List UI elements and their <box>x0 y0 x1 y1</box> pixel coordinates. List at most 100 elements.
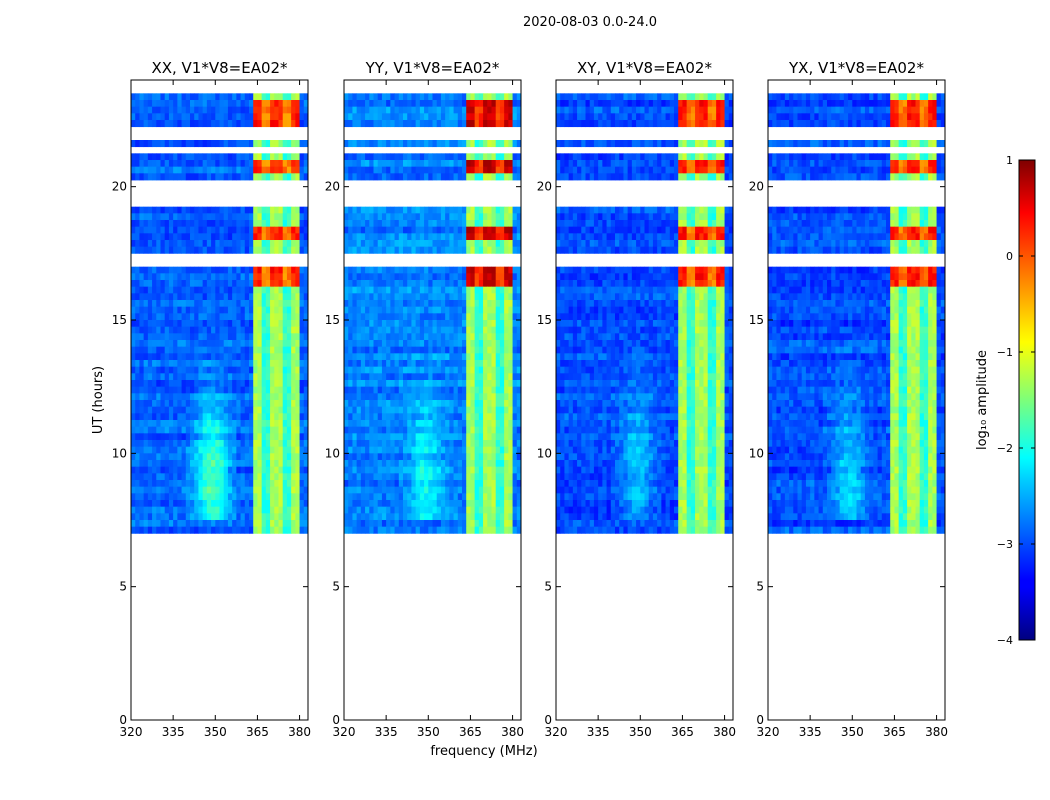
heatmap-cell <box>495 386 501 394</box>
heatmap-cell <box>173 166 178 174</box>
heatmap-cell <box>478 300 484 308</box>
heatmap-cell <box>348 386 353 394</box>
heatmap-cell <box>445 266 450 274</box>
heatmap-cell <box>286 440 292 448</box>
heatmap-cell <box>377 140 383 148</box>
heatmap-cell <box>211 453 216 461</box>
heatmap-cell <box>407 166 412 174</box>
heatmap-cell <box>344 286 349 294</box>
heatmap-cell <box>147 460 153 468</box>
heatmap-cell <box>194 140 199 148</box>
heatmap-cell <box>516 300 522 308</box>
heatmap-cell <box>278 113 284 121</box>
heatmap-cell <box>215 280 220 288</box>
heatmap-cell <box>168 246 174 254</box>
heatmap-cell <box>381 166 387 174</box>
heatmap-cell <box>261 420 267 428</box>
heatmap-cell <box>403 526 408 534</box>
heatmap-cell <box>253 440 258 448</box>
heatmap-cell <box>360 426 366 434</box>
heatmap-cell <box>295 306 300 314</box>
heatmap-cell <box>344 320 349 328</box>
x-tick-label: 380 <box>501 725 524 739</box>
heatmap-cell <box>274 400 279 408</box>
heatmap-cell <box>377 440 383 448</box>
heatmap-cell <box>211 300 216 308</box>
heatmap-cell <box>602 106 607 114</box>
heatmap-cell <box>240 100 246 108</box>
heatmap-cell <box>403 473 408 481</box>
heatmap-cell <box>286 160 292 168</box>
heatmap-cell <box>185 426 191 434</box>
heatmap-cell <box>131 213 136 221</box>
heatmap-cell <box>253 293 258 301</box>
heatmap-cell <box>348 266 353 274</box>
heatmap-cell <box>478 393 484 401</box>
heatmap-cell <box>504 140 509 148</box>
heatmap-cell <box>232 393 237 401</box>
heatmap-cell <box>295 466 300 474</box>
heatmap-cell <box>390 493 395 501</box>
heatmap-cell <box>487 466 492 474</box>
heatmap-cell <box>190 440 195 448</box>
heatmap-cell <box>365 366 370 374</box>
heatmap-cell <box>390 486 395 494</box>
heatmap-cell <box>168 326 174 334</box>
heatmap-cell <box>457 486 463 494</box>
heatmap-cell <box>369 520 374 528</box>
heatmap-cell <box>190 246 195 254</box>
heatmap-cell <box>348 340 353 348</box>
heatmap-cell <box>512 306 518 314</box>
heatmap-cell <box>504 173 509 181</box>
heatmap-cell <box>432 466 438 474</box>
heatmap-cell <box>398 393 404 401</box>
heatmap-cell <box>211 340 216 348</box>
heatmap-cell <box>139 433 145 441</box>
heatmap-cell <box>236 266 241 274</box>
heatmap-cell <box>457 453 463 461</box>
heatmap-cell <box>462 240 467 248</box>
heatmap-cell <box>156 173 161 181</box>
heatmap-cell <box>291 206 296 214</box>
heatmap-cell <box>282 366 288 374</box>
heatmap-cell <box>356 273 362 281</box>
heatmap-cell <box>504 360 509 368</box>
heatmap-cell <box>160 433 166 441</box>
heatmap-cell <box>512 93 518 101</box>
heatmap-cell <box>407 426 412 434</box>
heatmap-cell <box>156 226 161 234</box>
heatmap-cell <box>398 280 404 288</box>
heatmap-cell <box>462 293 467 301</box>
heatmap-cell <box>487 300 492 308</box>
heatmap-cell <box>270 480 275 488</box>
heatmap-cell <box>156 466 161 474</box>
heatmap-cell <box>299 166 305 174</box>
heatmap-cell <box>190 280 195 288</box>
heatmap-cell <box>194 286 199 294</box>
heatmap-cell <box>215 206 220 214</box>
heatmap-cell <box>198 106 204 114</box>
heatmap-cell <box>352 500 358 508</box>
heatmap-cell <box>495 220 501 228</box>
heatmap-cell <box>160 366 166 374</box>
heatmap-cell <box>168 340 174 348</box>
heatmap-cell <box>202 240 208 248</box>
heatmap-cell <box>424 406 429 414</box>
heatmap-cell <box>135 500 140 508</box>
heatmap-cell <box>470 446 476 454</box>
heatmap-cell <box>164 406 170 414</box>
heatmap-cell <box>487 513 492 521</box>
heatmap-cell <box>407 160 412 168</box>
heatmap-cell <box>474 306 480 314</box>
heatmap-cell <box>274 313 279 321</box>
heatmap-cell <box>686 93 692 101</box>
heatmap-cell <box>360 500 366 508</box>
heatmap-cell <box>487 413 492 421</box>
heatmap-cell <box>470 120 476 128</box>
heatmap-cell <box>415 433 421 441</box>
heatmap-cell <box>168 346 174 354</box>
heatmap-cell <box>143 526 149 534</box>
heatmap-cell <box>466 113 471 121</box>
heatmap-cell <box>261 93 267 101</box>
heatmap-cell <box>377 420 383 428</box>
